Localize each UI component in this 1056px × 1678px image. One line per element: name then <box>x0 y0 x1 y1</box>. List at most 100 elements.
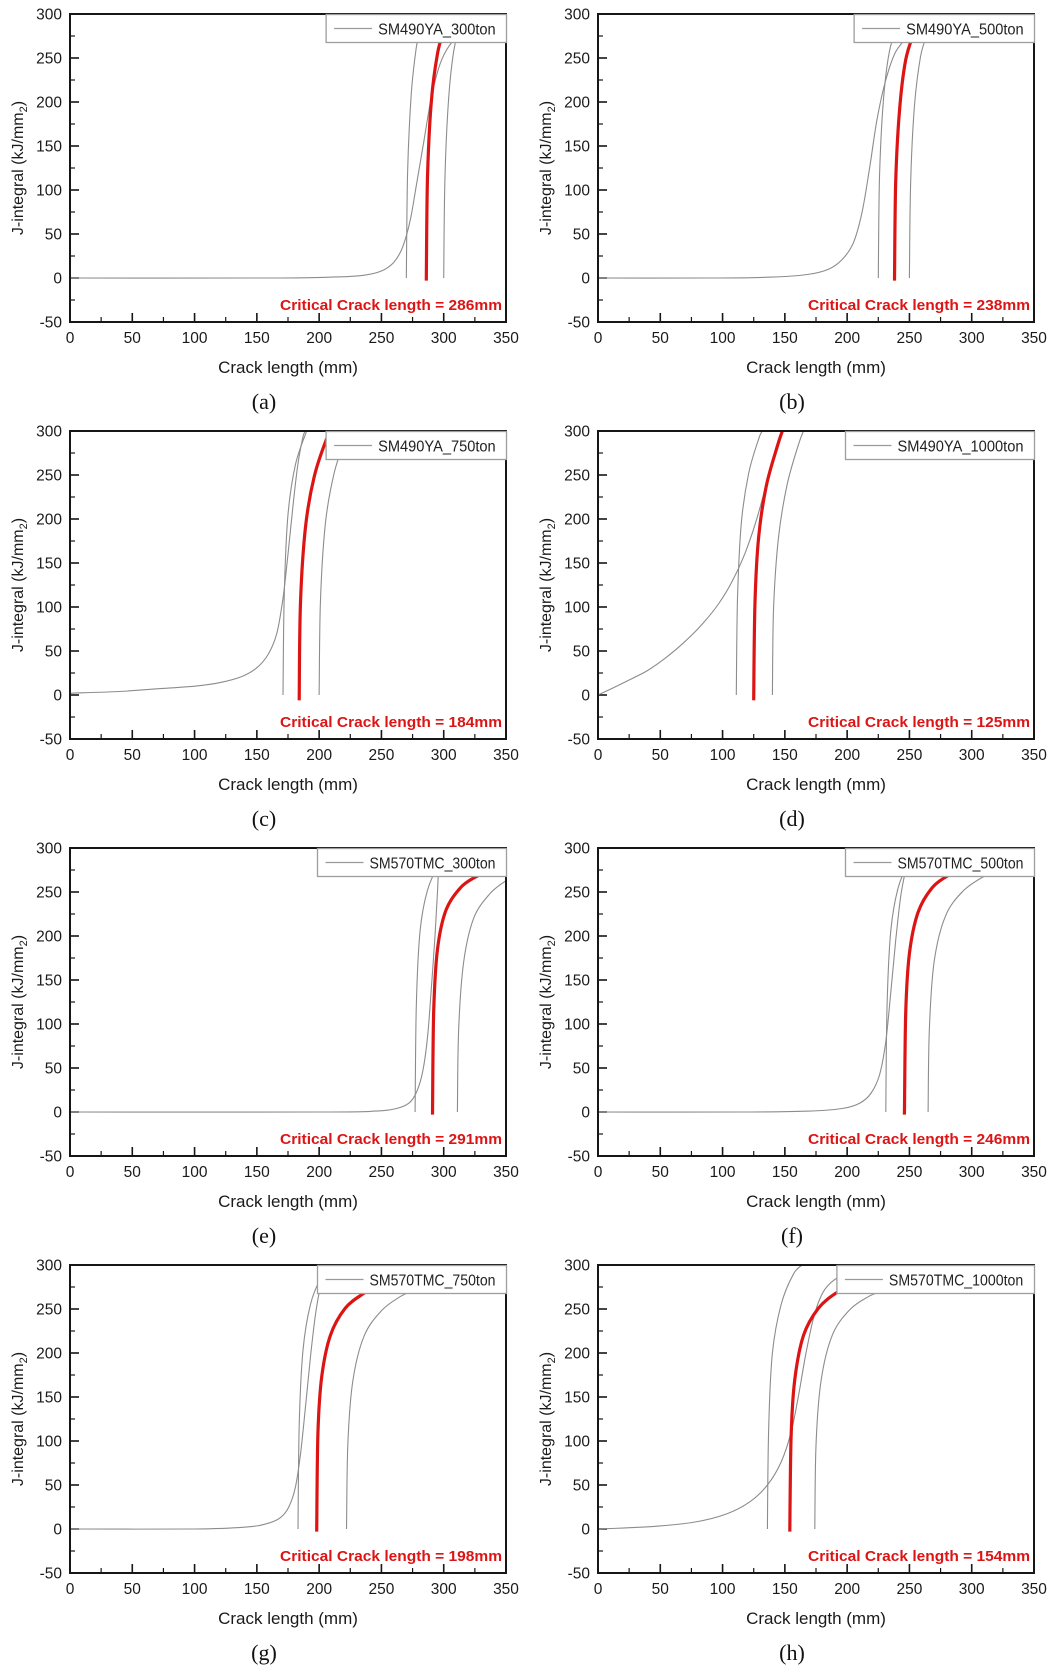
svg-text:150: 150 <box>772 1581 798 1598</box>
critical-crack-annotation: Critical Crack length = 184mm <box>280 715 502 731</box>
lower-bound-curve <box>405 31 421 279</box>
legend-label: SM490YA_750ton <box>378 439 496 456</box>
panel-letter: (h) <box>779 1640 805 1665</box>
y-axis-title: J-integral (kJ/mm2) <box>10 101 30 235</box>
legend-label: SM570TMC_300ton <box>370 856 496 873</box>
svg-text:200: 200 <box>564 512 590 529</box>
driving-force-curve <box>597 847 913 1113</box>
panel-letter: (d) <box>779 806 805 831</box>
svg-text:100: 100 <box>564 183 590 200</box>
svg-text:200: 200 <box>36 512 62 529</box>
svg-text:50: 50 <box>45 227 63 244</box>
svg-text:150: 150 <box>772 1164 798 1181</box>
y-axis-title: J-integral (kJ/mm2) <box>538 935 558 1069</box>
chart-panel-d: 0 50 100 150 200 250 300 350 -50 0 50 100 150 200 250 3… <box>528 421 1056 838</box>
chart-panel-c: 0 50 100 150 200 250 300 350 -50 0 50 100 150 200 250 3… <box>0 421 528 838</box>
svg-text:150: 150 <box>564 139 590 156</box>
panel-letter: (g) <box>251 1640 277 1665</box>
svg-text:100: 100 <box>36 600 62 617</box>
svg-text:300: 300 <box>564 1258 590 1275</box>
legend-label: SM490YA_500ton <box>906 22 1024 39</box>
svg-text:100: 100 <box>182 330 208 347</box>
y-axis-title: J-integral (kJ/mm2) <box>538 518 558 652</box>
svg-text:200: 200 <box>36 929 62 946</box>
svg-text:200: 200 <box>306 330 332 347</box>
svg-text:150: 150 <box>244 1164 270 1181</box>
svg-text:250: 250 <box>36 1302 62 1319</box>
legend-label: SM490YA_1000ton <box>898 439 1024 456</box>
svg-text:200: 200 <box>306 1581 332 1598</box>
chart-panel-f: 0 50 100 150 200 250 300 350 -50 0 50 100 150 200 250 3… <box>528 838 1056 1255</box>
svg-text:-50: -50 <box>40 1566 63 1583</box>
svg-text:250: 250 <box>896 1164 922 1181</box>
critical-curve <box>430 864 502 1115</box>
chart-svg-h: 0 50 100 150 200 250 300 350-500501001502002503… <box>538 1258 1047 1629</box>
panel-letter: (f) <box>781 1223 803 1248</box>
svg-text:350: 350 <box>1021 1581 1047 1598</box>
svg-text:250: 250 <box>36 468 62 485</box>
svg-text:-50: -50 <box>568 1149 591 1166</box>
svg-text:-50: -50 <box>568 732 591 749</box>
svg-text:300: 300 <box>431 1164 457 1181</box>
svg-text:150: 150 <box>564 1390 590 1407</box>
critical-crack-annotation: Critical Crack length = 291mm <box>280 1132 502 1148</box>
svg-text:0: 0 <box>581 1105 590 1122</box>
svg-text:100: 100 <box>36 1017 62 1034</box>
svg-text:50: 50 <box>124 1581 142 1598</box>
driving-force-curve <box>597 1268 873 1530</box>
critical-crack-annotation: Critical Crack length = 286mm <box>280 298 502 314</box>
svg-text:250: 250 <box>368 330 394 347</box>
upper-bound-curve <box>456 880 507 1113</box>
svg-text:300: 300 <box>564 7 590 24</box>
svg-text:-50: -50 <box>568 315 591 332</box>
critical-curve <box>902 864 969 1115</box>
svg-text:50: 50 <box>573 1478 591 1495</box>
svg-text:300: 300 <box>564 424 590 441</box>
svg-text:50: 50 <box>45 644 63 661</box>
upper-bound-curve <box>345 1289 416 1530</box>
y-axis-title: J-integral (kJ/mm2) <box>10 518 30 652</box>
svg-text:100: 100 <box>182 747 208 764</box>
chart-svg-d: 0 50 100 150 200 250 300 350-500501001502002503… <box>538 424 1047 795</box>
chart-panel-b: 0 50 100 150 200 250 300 350 -50 0 50 100 150 200 250 3… <box>528 4 1056 421</box>
svg-text:300: 300 <box>959 1164 985 1181</box>
svg-text:300: 300 <box>36 841 62 858</box>
upper-bound-curve <box>771 430 805 696</box>
svg-text:50: 50 <box>652 1164 670 1181</box>
svg-text:150: 150 <box>772 747 798 764</box>
svg-text:50: 50 <box>124 1164 142 1181</box>
chart-svg-b: 0 50 100 150 200 250 300 350-500501001502002503… <box>538 7 1047 378</box>
svg-text:250: 250 <box>368 1164 394 1181</box>
svg-text:50: 50 <box>573 227 591 244</box>
svg-text:50: 50 <box>124 747 142 764</box>
svg-text:0: 0 <box>581 1522 590 1539</box>
svg-text:50: 50 <box>573 644 591 661</box>
svg-text:200: 200 <box>306 1164 332 1181</box>
svg-text:350: 350 <box>493 1581 519 1598</box>
svg-text:250: 250 <box>564 51 590 68</box>
x-axis-title: Crack length (mm) <box>218 1192 358 1211</box>
svg-text:300: 300 <box>959 1581 985 1598</box>
driving-force-curve <box>69 31 472 279</box>
svg-text:200: 200 <box>564 929 590 946</box>
x-axis-title: Crack length (mm) <box>746 1609 886 1628</box>
svg-text:100: 100 <box>564 1434 590 1451</box>
svg-text:50: 50 <box>45 1478 63 1495</box>
panel-letter: (a) <box>251 389 277 414</box>
svg-text:350: 350 <box>493 330 519 347</box>
svg-text:300: 300 <box>36 7 62 24</box>
critical-curve <box>297 429 333 701</box>
lower-bound-curve <box>297 1264 333 1530</box>
chart-panel-h: 0 50 100 150 200 250 300 350 -50 0 50 100 150 200 250 3… <box>528 1255 1056 1672</box>
svg-text:250: 250 <box>36 885 62 902</box>
chart-panel-a: 0 50 100 150 200 250 300 350 -50 0 50 100 150 200 250 3… <box>0 4 528 421</box>
svg-text:250: 250 <box>896 747 922 764</box>
svg-text:0: 0 <box>66 330 75 347</box>
legend-label: SM570TMC_1000ton <box>889 1273 1023 1290</box>
upper-bound-curve <box>814 1289 884 1530</box>
y-axis-title: J-integral (kJ/mm2) <box>538 1352 558 1486</box>
svg-text:0: 0 <box>66 1581 75 1598</box>
svg-text:350: 350 <box>1021 330 1047 347</box>
legend-box <box>316 847 508 878</box>
